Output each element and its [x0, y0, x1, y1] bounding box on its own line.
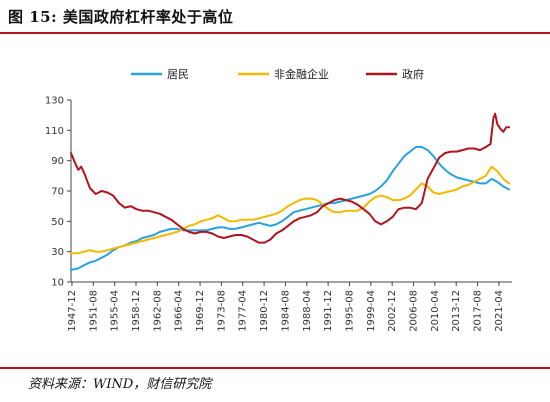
y-tick-label: 70: [51, 187, 64, 198]
x-tick-label: 1951-08: [88, 290, 99, 332]
y-tick-label: 10: [51, 278, 64, 289]
x-tick-label: 1984-08: [280, 290, 291, 332]
x-tick-label: 1973-08: [216, 290, 227, 332]
x-tick-label: 1955-04: [110, 290, 121, 332]
x-tick-label: 1991-12: [323, 290, 334, 332]
y-tick-label: 130: [45, 96, 64, 107]
x-tick-label: 2006-08: [409, 290, 420, 332]
series-line-1: [70, 165, 511, 255]
x-tick-label: 1947-12: [67, 290, 78, 332]
x-tick-label: 1977-04: [238, 290, 249, 332]
series-line-2: [70, 112, 511, 244]
x-tick-label: 2002-12: [387, 290, 398, 332]
y-tick-label: 110: [45, 126, 64, 137]
x-tick-label: 1980-12: [259, 290, 270, 332]
chart-legend: 居民 非金融企业 政府: [131, 67, 424, 81]
x-tick-label: 2017-08: [473, 290, 484, 332]
y-tick-label: 90: [51, 156, 64, 167]
legend-label: 政府: [402, 67, 424, 81]
source-divider: [0, 367, 550, 369]
legend-label: 居民: [167, 68, 189, 81]
series-line-0: [70, 146, 511, 271]
legend-label: 非金融企业: [274, 67, 329, 81]
chart-axes: 10 30 50 70 90 110 130 1947-12 1951-08 1955-04 195…: [45, 96, 512, 332]
x-tick-label: 1966-04: [174, 290, 185, 332]
figure-title: 图 15: 美国政府杠杆率处于高位: [8, 8, 234, 26]
title-divider: [0, 32, 550, 34]
x-tick-label: 1999-04: [366, 290, 377, 332]
chart-lines: [70, 112, 511, 271]
source-note: 资料来源：WIND，财信研究院: [28, 377, 212, 392]
x-tick-label: 1969-12: [195, 290, 206, 332]
x-tick-label: 1995-08: [344, 290, 355, 332]
y-tick-label: 50: [51, 217, 64, 228]
x-tick-label: 2013-12: [451, 290, 462, 332]
x-tick-label: 1988-04: [302, 290, 313, 332]
x-tick-label: 1958-12: [131, 290, 142, 332]
x-tick-label: 2010-04: [430, 290, 441, 332]
x-tick-label: 2021-04: [494, 290, 505, 332]
x-tick-label: 1962-08: [152, 290, 163, 332]
y-tick-label: 30: [51, 247, 64, 258]
